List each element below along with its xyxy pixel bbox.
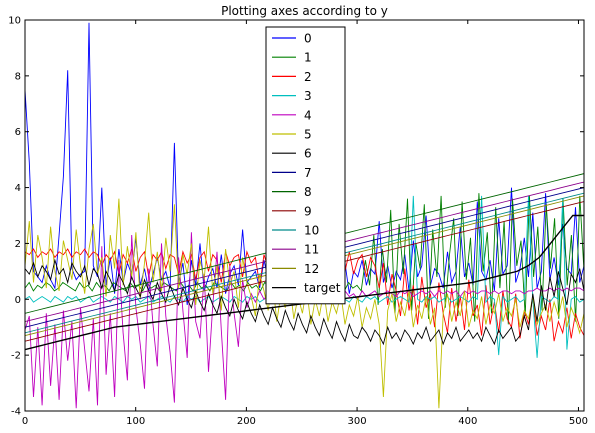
legend-label: 12 [304,262,319,276]
x-tick-label: 400 [458,416,477,427]
x-tick-label: 300 [348,416,367,427]
legend-label: 8 [304,185,312,199]
x-tick-label: 0 [22,416,28,427]
y-tick-label: 8 [15,71,21,82]
x-tick-label: 100 [126,416,145,427]
plot-border [24,19,585,412]
legend-label: 11 [304,243,319,257]
legend-label: target [304,281,341,295]
x-tick-label: 200 [237,416,256,427]
y-tick-label: 4 [15,183,21,194]
legend-label: 2 [304,70,312,84]
legend-label: 9 [304,204,312,218]
legend-box [265,26,346,305]
y-tick-label: 6 [15,127,21,138]
y-tick-label: 10 [8,16,21,27]
legend-label: 10 [304,224,319,238]
legend-label: 0 [304,32,312,46]
legend-label: 6 [304,147,312,161]
legend-label: 4 [304,108,312,122]
y-tick-label: 0 [15,295,21,306]
chart-title: Plotting axes according to y [221,4,388,18]
y-tick-label: 2 [15,239,21,250]
series-line-6 [25,258,584,346]
y-tick-label: -4 [11,407,21,418]
y-tick-label: -2 [11,351,21,362]
legend-label: 3 [304,89,312,103]
x-tick-label: 500 [569,416,588,427]
legend-label: 1 [304,51,312,65]
legend-label: 5 [304,128,312,142]
legend-label: 7 [304,166,312,180]
